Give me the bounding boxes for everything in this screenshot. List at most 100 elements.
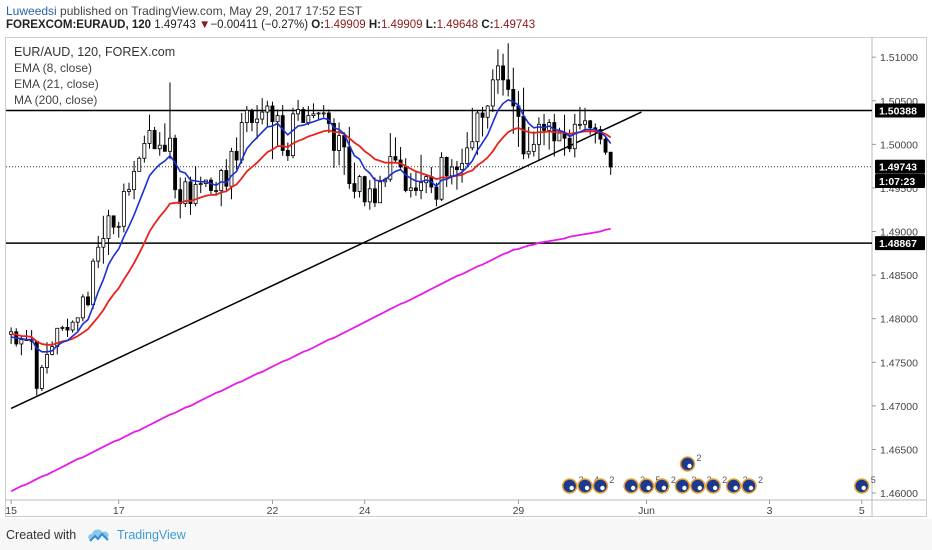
candle-body xyxy=(19,339,24,345)
australia-flag-icon xyxy=(741,478,757,494)
y-tick-label: 1.49000 xyxy=(880,227,918,239)
tradingview-cloud-icon[interactable] xyxy=(86,527,112,548)
x-tick-label: 15 xyxy=(5,505,17,517)
candle-body xyxy=(91,260,96,306)
x-tick-label: 22 xyxy=(267,505,279,517)
author-link[interactable]: Luweedsi xyxy=(6,4,57,18)
candle-body xyxy=(229,150,234,187)
candle-body xyxy=(45,354,49,368)
legend-ema8[interactable]: EMA (8, close) xyxy=(14,61,93,75)
price-axis-label: 1.48867 xyxy=(879,238,917,250)
australia-flag-icon xyxy=(725,478,742,494)
candle-body xyxy=(378,181,383,204)
candle-body xyxy=(142,143,147,159)
candle-body xyxy=(337,135,342,151)
candle-body xyxy=(291,113,295,157)
candle-body xyxy=(352,183,357,192)
symbol-info: FOREXCOM:EURAUD, 120 1.49743 ▼−0.00411 (… xyxy=(6,19,535,31)
candle-body xyxy=(280,115,285,151)
candle-body xyxy=(193,184,198,205)
australia-flag-icon xyxy=(654,478,670,494)
candle-body xyxy=(239,122,244,161)
candle-body xyxy=(152,129,157,150)
candle-body xyxy=(127,189,131,192)
price-axis-label-bg xyxy=(875,159,925,174)
candle-body xyxy=(357,176,362,192)
trend-line xyxy=(10,111,642,410)
candle-body xyxy=(265,105,270,113)
candle-body xyxy=(311,113,316,116)
x-tick-label: Jun xyxy=(638,505,655,517)
last-price: 1.49743 xyxy=(154,19,196,31)
tradingview-brand-link[interactable]: TradingView xyxy=(117,528,186,542)
candle-body xyxy=(162,144,167,152)
legend-ma200[interactable]: MA (200, close) xyxy=(14,93,98,107)
candle-body xyxy=(321,112,326,115)
candle-body xyxy=(75,317,80,323)
candle-body xyxy=(485,105,490,118)
candle-body xyxy=(106,215,111,239)
candle-body xyxy=(219,170,224,191)
price-axis-label: 1.49743 xyxy=(879,162,917,174)
australia-flag-icon xyxy=(638,478,655,494)
candle-body xyxy=(531,143,536,152)
candle-body xyxy=(296,109,301,115)
event-count: 2 xyxy=(697,453,702,463)
candle-body xyxy=(588,120,593,129)
x-tick-label: 17 xyxy=(113,505,125,517)
candle-body xyxy=(209,179,213,191)
published-text: published on TradingView.com, May 29, 20… xyxy=(60,4,363,18)
candle-body xyxy=(367,188,372,203)
candle-body xyxy=(444,157,449,177)
australia-flag-icon xyxy=(623,478,639,494)
flag-star-icon xyxy=(646,485,651,491)
candle-body xyxy=(116,225,121,228)
candle-body xyxy=(419,182,424,191)
candle-body xyxy=(214,190,219,192)
flag-star-icon xyxy=(661,485,667,491)
candle-body xyxy=(101,238,106,248)
australia-flag-icon xyxy=(577,478,593,494)
candle-body xyxy=(306,115,311,123)
price-axis-label-bg xyxy=(875,236,925,251)
australia-flag-icon xyxy=(592,478,609,494)
chart-frame xyxy=(5,37,927,517)
candle-body xyxy=(188,181,193,205)
candle-body xyxy=(157,144,162,150)
price-axis-label-bg xyxy=(875,103,925,118)
publish-info: Luweedsi published on TradingView.com, M… xyxy=(6,4,362,18)
candle-body xyxy=(250,109,254,123)
candle-body xyxy=(275,115,280,123)
australia-flag-icon xyxy=(679,456,696,472)
down-arrow-icon: ▼ xyxy=(199,19,211,31)
candle-body xyxy=(285,150,290,157)
price-chart[interactable]: 1.510001.505001.500001.495001.490001.485… xyxy=(0,0,932,519)
candle-body xyxy=(224,170,229,187)
candle-body xyxy=(460,163,464,171)
candle-body xyxy=(465,147,470,164)
candle-body xyxy=(316,112,321,115)
candle-body xyxy=(260,111,265,120)
candle-body xyxy=(501,65,505,81)
candle-body xyxy=(495,65,500,81)
candle-body xyxy=(137,157,142,172)
candle-body xyxy=(567,137,572,150)
candle-body xyxy=(577,123,582,126)
candle-body xyxy=(475,112,480,143)
footer: Created with TradingView xyxy=(0,519,932,550)
candle-body xyxy=(511,89,516,107)
candle-body xyxy=(362,176,367,203)
candle-body xyxy=(603,138,608,153)
event-count: 5 xyxy=(871,475,876,485)
candle-body xyxy=(332,123,336,151)
candle-body xyxy=(347,146,352,184)
legend-ema21[interactable]: EMA (21, close) xyxy=(14,77,99,91)
candle-body xyxy=(506,79,511,90)
flag-star-icon xyxy=(687,463,692,469)
event-count: 2 xyxy=(758,475,763,485)
y-tick-label: 1.48000 xyxy=(880,314,918,326)
candle-body xyxy=(121,191,126,227)
flag-star-icon xyxy=(733,485,738,491)
candle-body xyxy=(393,156,398,161)
y-tick-label: 1.47500 xyxy=(880,357,918,369)
